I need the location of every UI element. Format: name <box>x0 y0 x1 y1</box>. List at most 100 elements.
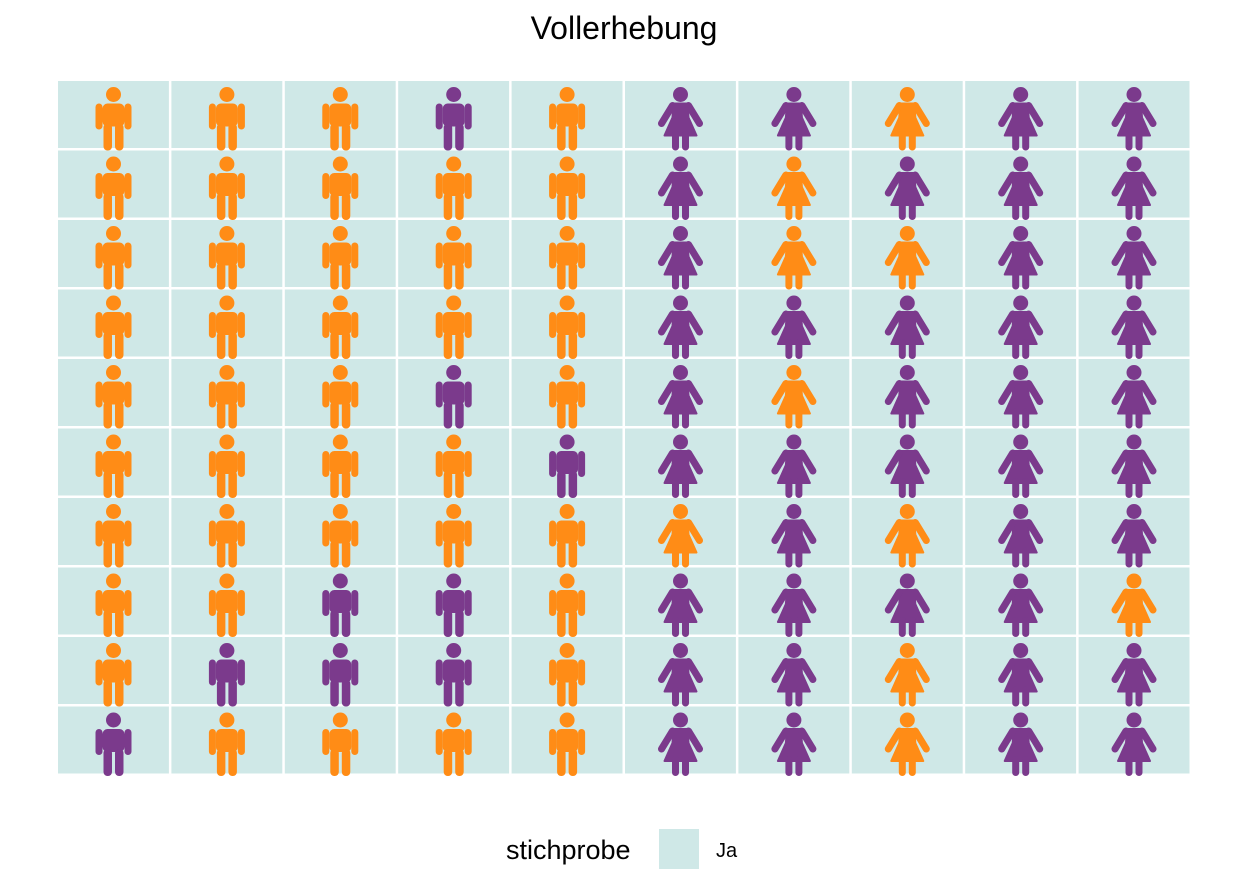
female-person-icon-purple <box>998 643 1044 707</box>
male-person-icon-orange <box>95 573 132 637</box>
male-person-icon-orange <box>208 365 245 429</box>
male-person-icon-orange <box>435 226 472 290</box>
female-person-icon-orange <box>884 712 930 776</box>
female-person-icon-purple <box>1111 643 1157 707</box>
male-person-icon-purple <box>435 365 472 429</box>
male-person-icon-orange <box>95 504 132 568</box>
male-person-icon-orange <box>549 365 586 429</box>
female-person-icon-purple <box>771 504 817 568</box>
female-person-icon-purple <box>658 573 703 637</box>
female-person-icon-orange <box>884 643 930 707</box>
male-person-icon-orange <box>95 434 132 498</box>
male-person-icon-orange <box>322 87 359 151</box>
female-person-icon-purple <box>771 295 817 359</box>
male-person-icon-orange <box>322 156 359 220</box>
chart-title: Vollerhebung <box>530 10 718 46</box>
male-person-icon-orange <box>95 365 132 429</box>
male-person-icon-orange <box>208 573 245 637</box>
legend-label-ja: Ja <box>716 840 738 862</box>
female-person-icon-purple <box>884 156 930 220</box>
female-person-icon-purple <box>884 573 930 637</box>
male-person-icon-orange <box>549 295 586 359</box>
female-person-icon-purple <box>998 365 1044 429</box>
male-person-icon-orange <box>208 87 245 151</box>
female-person-icon-orange <box>884 504 930 568</box>
male-person-icon-orange <box>322 712 359 776</box>
female-person-icon-purple <box>998 226 1044 290</box>
male-person-icon-orange <box>549 573 586 637</box>
female-person-icon-purple <box>998 87 1044 151</box>
male-person-icon-orange <box>549 226 586 290</box>
male-person-icon-purple <box>208 643 245 707</box>
male-person-icon-purple <box>435 573 472 637</box>
female-person-icon-purple <box>998 295 1044 359</box>
female-person-icon-purple <box>771 87 817 151</box>
female-person-icon-orange <box>771 365 817 429</box>
female-person-icon-purple <box>658 643 703 707</box>
female-person-icon-purple <box>658 156 703 220</box>
female-person-icon-purple <box>884 365 930 429</box>
male-person-icon-orange <box>322 226 359 290</box>
male-person-icon-orange <box>95 643 132 707</box>
female-person-icon-purple <box>771 712 817 776</box>
female-person-icon-purple <box>998 573 1044 637</box>
female-person-icon-purple <box>1111 156 1157 220</box>
female-person-icon-purple <box>1111 504 1157 568</box>
male-person-icon-orange <box>208 434 245 498</box>
male-person-icon-orange <box>435 156 472 220</box>
female-person-icon-purple <box>998 434 1044 498</box>
male-person-icon-orange <box>549 712 586 776</box>
female-person-icon-purple <box>1111 87 1157 151</box>
male-person-icon-orange <box>208 295 245 359</box>
male-person-icon-orange <box>95 226 132 290</box>
legend-key-ja <box>659 829 699 869</box>
female-person-icon-orange <box>1111 573 1157 637</box>
male-person-icon-orange <box>549 504 586 568</box>
female-person-icon-orange <box>771 156 817 220</box>
male-person-icon-purple <box>322 573 359 637</box>
legend: stichprobe Ja <box>0 829 1248 871</box>
female-person-icon-purple <box>1111 712 1157 776</box>
female-person-icon-purple <box>771 573 817 637</box>
male-person-icon-orange <box>208 504 245 568</box>
female-person-icon-purple <box>658 295 703 359</box>
female-person-icon-purple <box>998 504 1044 568</box>
male-person-icon-purple <box>549 434 586 498</box>
male-person-icon-orange <box>208 226 245 290</box>
male-person-icon-orange <box>435 434 472 498</box>
female-person-icon-purple <box>884 434 930 498</box>
female-person-icon-purple <box>1111 226 1157 290</box>
male-person-icon-orange <box>549 156 586 220</box>
female-person-icon-orange <box>884 87 930 151</box>
male-person-icon-orange <box>549 87 586 151</box>
male-person-icon-orange <box>322 504 359 568</box>
male-person-icon-purple <box>322 643 359 707</box>
female-person-icon-purple <box>658 712 703 776</box>
female-person-icon-purple <box>998 712 1044 776</box>
female-person-icon-purple <box>1111 434 1157 498</box>
female-person-icon-purple <box>1111 365 1157 429</box>
female-person-icon-orange <box>884 226 930 290</box>
female-person-icon-purple <box>658 87 703 151</box>
male-person-icon-purple <box>435 643 472 707</box>
legend-title: stichprobe <box>506 835 631 865</box>
male-person-icon-purple <box>95 712 132 776</box>
female-person-icon-purple <box>884 295 930 359</box>
male-person-icon-orange <box>95 156 132 220</box>
male-person-icon-orange <box>208 156 245 220</box>
female-person-icon-purple <box>658 434 703 498</box>
male-person-icon-orange <box>435 295 472 359</box>
male-person-icon-purple <box>435 87 472 151</box>
female-person-icon-purple <box>658 226 703 290</box>
female-person-icon-purple <box>771 643 817 707</box>
female-person-icon-purple <box>998 156 1044 220</box>
male-person-icon-orange <box>208 712 245 776</box>
male-person-icon-orange <box>549 643 586 707</box>
male-person-icon-orange <box>322 365 359 429</box>
female-person-icon-purple <box>658 365 703 429</box>
male-person-icon-orange <box>322 434 359 498</box>
male-person-icon-orange <box>435 504 472 568</box>
male-person-icon-orange <box>435 712 472 776</box>
female-person-icon-orange <box>658 504 703 568</box>
